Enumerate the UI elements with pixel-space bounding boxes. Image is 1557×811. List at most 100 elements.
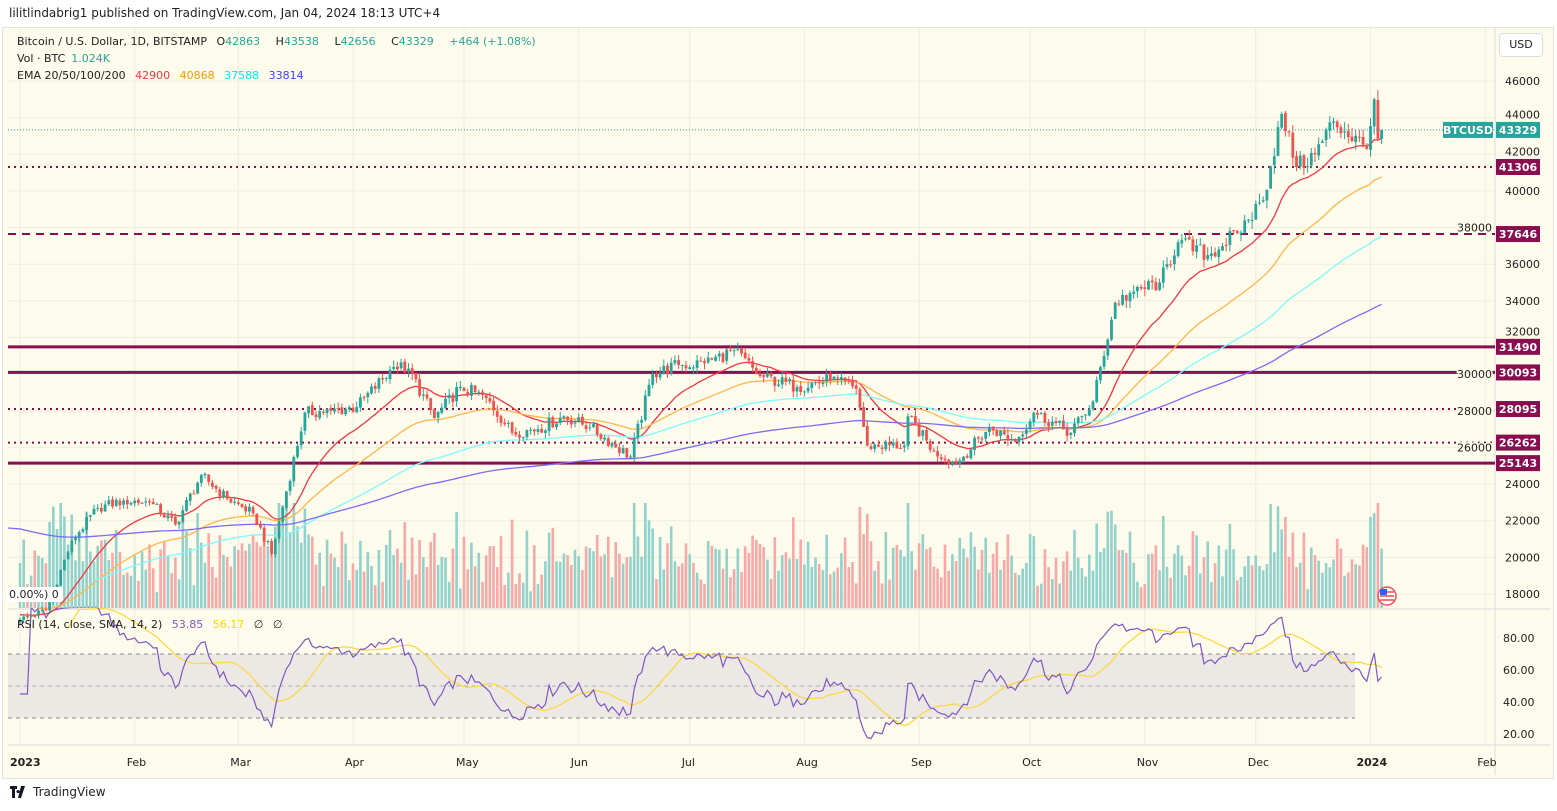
footer-brand[interactable]: TradingView: [33, 785, 106, 799]
candle-body: [1017, 436, 1021, 443]
candle-body: [525, 430, 529, 438]
volume-bar: [1295, 567, 1298, 608]
volume-bar: [673, 561, 677, 608]
candle-body: [1169, 264, 1173, 266]
candle-body: [888, 442, 891, 446]
price-tick-label: 38000: [1457, 222, 1492, 235]
candle-body: [1102, 356, 1106, 367]
candle: [1084, 413, 1087, 421]
candle-body: [1139, 286, 1143, 289]
volume-bar: [706, 541, 710, 608]
rsi-label[interactable]: RSI (14, close, SMA, 14, 2): [17, 618, 163, 631]
candle-body: [803, 391, 806, 393]
candle-body: [1154, 281, 1158, 291]
rsi-tick-label: 20.00: [1503, 728, 1535, 741]
volume-bar: [436, 564, 440, 608]
volume-bar: [921, 534, 925, 608]
volume-bar: [1298, 562, 1302, 608]
volume-label[interactable]: Vol · BTC: [17, 52, 66, 65]
volume-bar: [940, 577, 943, 608]
volume-bar: [644, 503, 647, 608]
volume-bar: [351, 563, 355, 608]
candle: [1176, 239, 1180, 258]
candle: [292, 455, 296, 487]
volume-bar: [1247, 555, 1250, 608]
volume-bar: [514, 584, 518, 608]
candle: [207, 474, 211, 486]
volume-bar: [1113, 524, 1117, 608]
volume-bar: [473, 566, 477, 608]
candle-body: [1073, 423, 1076, 434]
candle-body: [814, 382, 817, 384]
candle: [747, 353, 751, 365]
candle: [1106, 338, 1110, 360]
candle: [521, 436, 525, 442]
candle-body: [1025, 429, 1028, 435]
candle: [910, 415, 914, 418]
candle: [1302, 153, 1306, 176]
volume-bar: [721, 568, 725, 608]
volume-bar: [651, 528, 654, 608]
candle: [203, 472, 207, 479]
symbol-title[interactable]: Bitcoin / U.S. Dollar, 1D, BITSTAMP: [17, 35, 207, 48]
volume-bar: [699, 579, 703, 608]
candle-body: [244, 506, 248, 512]
candle-body: [592, 424, 595, 428]
symbol-tag-label: BTCUSD: [1443, 124, 1493, 137]
time-tick-label: 2023: [10, 756, 41, 769]
volume-bar: [947, 570, 950, 608]
candle-body: [451, 394, 455, 403]
candle-body: [714, 356, 717, 361]
candle: [673, 355, 677, 366]
candle: [599, 432, 603, 441]
volume-bar: [684, 543, 688, 608]
ema-label[interactable]: EMA 20/50/100/200: [17, 69, 126, 82]
volume-bar: [159, 549, 162, 608]
candle-body: [632, 438, 636, 458]
candle: [1047, 419, 1050, 432]
us-flag-event-icon[interactable]: [1377, 586, 1397, 606]
candle-body: [976, 437, 980, 439]
candle-body: [203, 473, 207, 476]
candle-body: [1365, 144, 1369, 149]
currency-button[interactable]: USD: [1499, 33, 1543, 57]
volume-bar: [636, 536, 640, 608]
candle: [632, 432, 636, 462]
volume-bar: [618, 553, 621, 608]
candle-body: [618, 447, 621, 453]
candle: [569, 415, 573, 429]
candle-body: [240, 504, 244, 507]
candle-body: [921, 430, 925, 436]
candle-body: [44, 609, 48, 611]
candle-body: [462, 387, 466, 391]
volume-bar: [925, 549, 928, 608]
volume-bar: [758, 543, 762, 608]
candle-body: [677, 360, 680, 365]
ema200-value: 33814: [268, 69, 304, 82]
candle: [1132, 285, 1136, 299]
candle: [536, 424, 540, 435]
candle: [540, 424, 544, 434]
candle-body: [1039, 413, 1043, 415]
candle-body: [1191, 239, 1195, 252]
candle: [66, 550, 70, 560]
volume-bar: [222, 554, 225, 608]
candle-body: [555, 423, 558, 428]
candle-body: [647, 384, 651, 397]
price-tick-label: 36000: [1505, 258, 1540, 271]
candle-body: [1354, 135, 1358, 142]
candle-body: [784, 377, 788, 382]
candle-body: [229, 498, 233, 503]
price-axis[interactable]: 41306 37646 31490 30093 28095 26262 25143 BTCUS…: [1443, 75, 1540, 601]
volume-bar: [692, 562, 695, 608]
candle-body: [854, 385, 858, 389]
volume-bar: [1372, 513, 1376, 608]
candle: [706, 351, 710, 364]
candle-body: [1217, 249, 1221, 257]
candle: [222, 488, 225, 499]
volume-bar: [1250, 565, 1254, 608]
volume-bar: [170, 573, 173, 608]
volume-bar: [581, 570, 584, 608]
candle: [825, 368, 828, 387]
